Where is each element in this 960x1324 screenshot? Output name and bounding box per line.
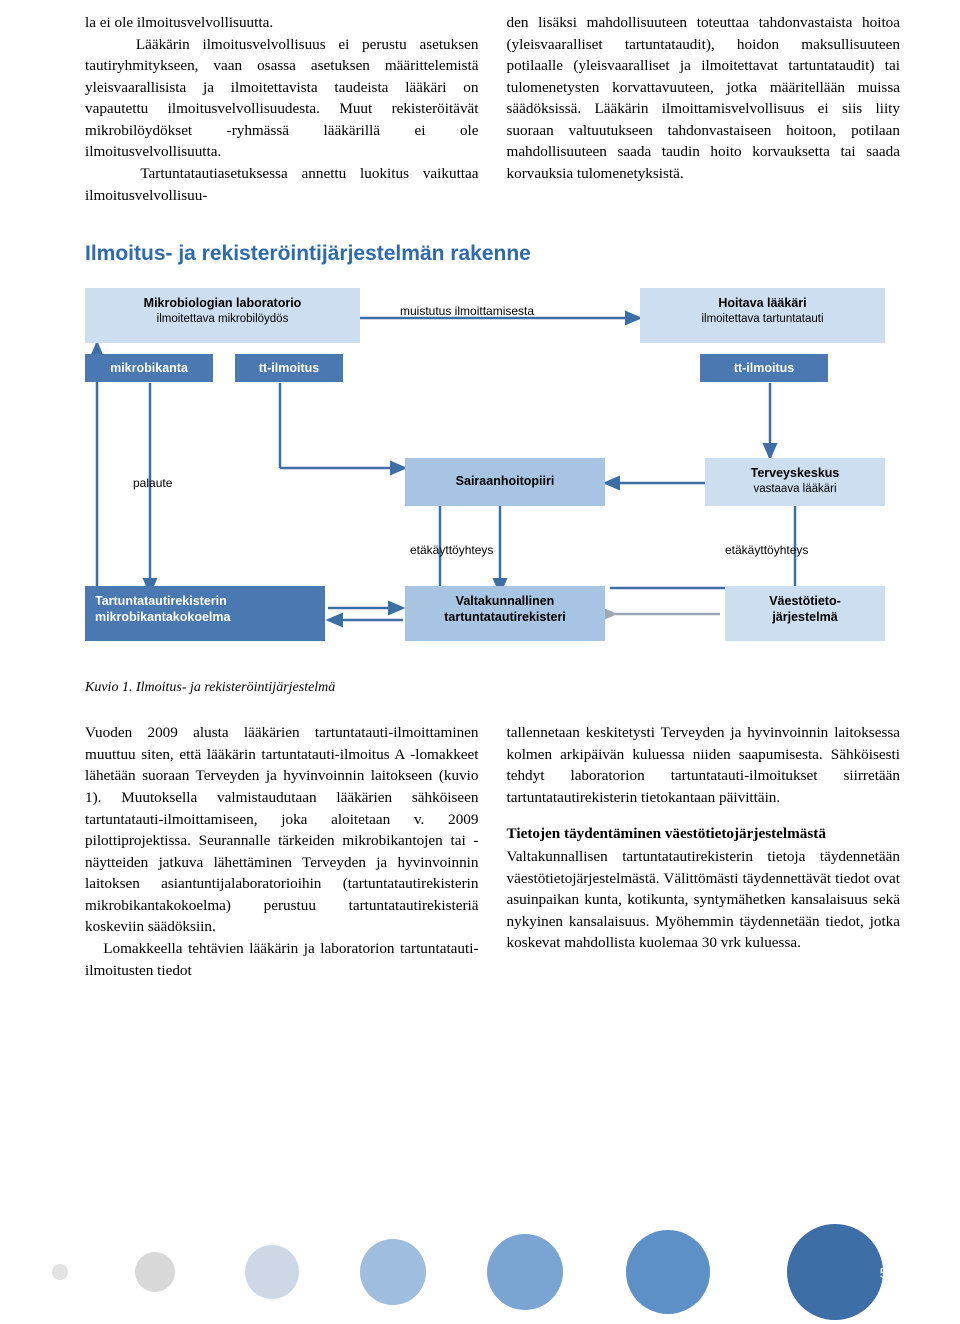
hoitava-title: Hoitava lääkäri (650, 296, 875, 312)
top-right-text: den lisäksi mahdollisuuteen toteuttaa ta… (507, 14, 901, 182)
page-number: 5 (880, 1265, 888, 1282)
node-tt-ilmoitus-hoitava: tt-ilmoitus (700, 354, 828, 382)
terveys-sub: vastaava lääkäri (715, 482, 875, 497)
decorative-circle (626, 1230, 710, 1314)
node-tartuntatautirekisterin-mikrobikantakokoelma: Tartuntatautirekisterin mikrobikantakoko… (85, 586, 325, 641)
node-hoitava-laakari: Hoitava lääkäri ilmoitettava tartuntatau… (640, 288, 885, 343)
top-left-text: la ei ole ilmoitusvelvollisuutta. Lääkär… (85, 14, 482, 204)
node-mikrobiologian-laboratorio: Mikrobiologian laboratorio ilmoitettava … (85, 288, 360, 343)
section-heading: Ilmoitus- ja rekisteröintijärjestelmän r… (85, 242, 900, 266)
vaesto-l1: Väestötieto- (735, 594, 875, 610)
bottom-col-right: tallennetaan keskitetysti Terveyden ja h… (507, 722, 901, 981)
valt-l1: Valtakunnallinen (415, 594, 595, 610)
valt-l2: tartuntatautirekisteri (415, 610, 595, 626)
top-col-left: la ei ole ilmoitusvelvollisuutta. Lääkär… (85, 12, 479, 206)
hoitava-sub: ilmoitettava tartuntatauti (650, 312, 875, 327)
decorative-circle (245, 1245, 299, 1299)
label-palaute: palaute (133, 476, 172, 490)
flow-diagram: Mikrobiologian laboratorio ilmoitettava … (85, 288, 900, 668)
bottom-left-p2: Lomakkeella tehtävien lääkärin ja labora… (85, 938, 479, 981)
node-sairaanhoitopiiri: Sairaanhoitopiiri (405, 458, 605, 506)
lab-sub: ilmoitettava mikrobilöydös (95, 312, 350, 327)
node-mikrobikanta: mikrobikanta (85, 354, 213, 382)
figure-caption: Kuvio 1. Ilmoitus- ja rekisteröintijärje… (85, 680, 900, 696)
footer-decorative-circles (0, 1212, 960, 1302)
decorative-circle (487, 1234, 563, 1310)
bottom-right-subheading: Tietojen täydentäminen väestötietojärjes… (507, 823, 901, 845)
lab-title: Mikrobiologian laboratorio (95, 296, 350, 312)
decorative-circle (360, 1239, 426, 1305)
tart-mikrobi-l1: Tartuntatautirekisterin (95, 594, 315, 610)
top-col-right: den lisäksi mahdollisuuteen toteuttaa ta… (507, 12, 901, 206)
node-tt-ilmoitus-lab: tt-ilmoitus (235, 354, 343, 382)
bottom-left-p1: Vuoden 2009 alusta lääkärien tartuntatau… (85, 722, 479, 938)
label-etak-1: etäkäyttöyhteys (410, 543, 493, 557)
decorative-circle (135, 1252, 175, 1292)
decorative-circle (787, 1224, 883, 1320)
vaesto-l2: järjestelmä (735, 610, 875, 626)
decorative-circle (52, 1264, 68, 1280)
node-valtakunnallinen-tartuntatautirekisteri: Valtakunnallinen tartuntatautirekisteri (405, 586, 605, 641)
bottom-right-p2: Valtakunnallisen tartuntatautirekisterin… (507, 846, 901, 954)
node-vaestotietojarjestelma: Väestötieto- järjestelmä (725, 586, 885, 641)
tart-mikrobi-l2: mikrobikantakokoelma (95, 610, 315, 626)
top-text-columns: la ei ole ilmoitusvelvollisuutta. Lääkär… (85, 12, 900, 206)
bottom-text-columns: Vuoden 2009 alusta lääkärien tartuntatau… (85, 722, 900, 981)
node-terveyskeskus: Terveyskeskus vastaava lääkäri (705, 458, 885, 506)
terveys-title: Terveyskeskus (715, 466, 875, 482)
label-muistutus: muistutus ilmoittamisesta (400, 304, 534, 318)
bottom-right-p1: tallennetaan keskitetysti Terveyden ja h… (507, 722, 901, 808)
bottom-col-left: Vuoden 2009 alusta lääkärien tartuntatau… (85, 722, 479, 981)
label-etak-2: etäkäyttöyhteys (725, 543, 808, 557)
